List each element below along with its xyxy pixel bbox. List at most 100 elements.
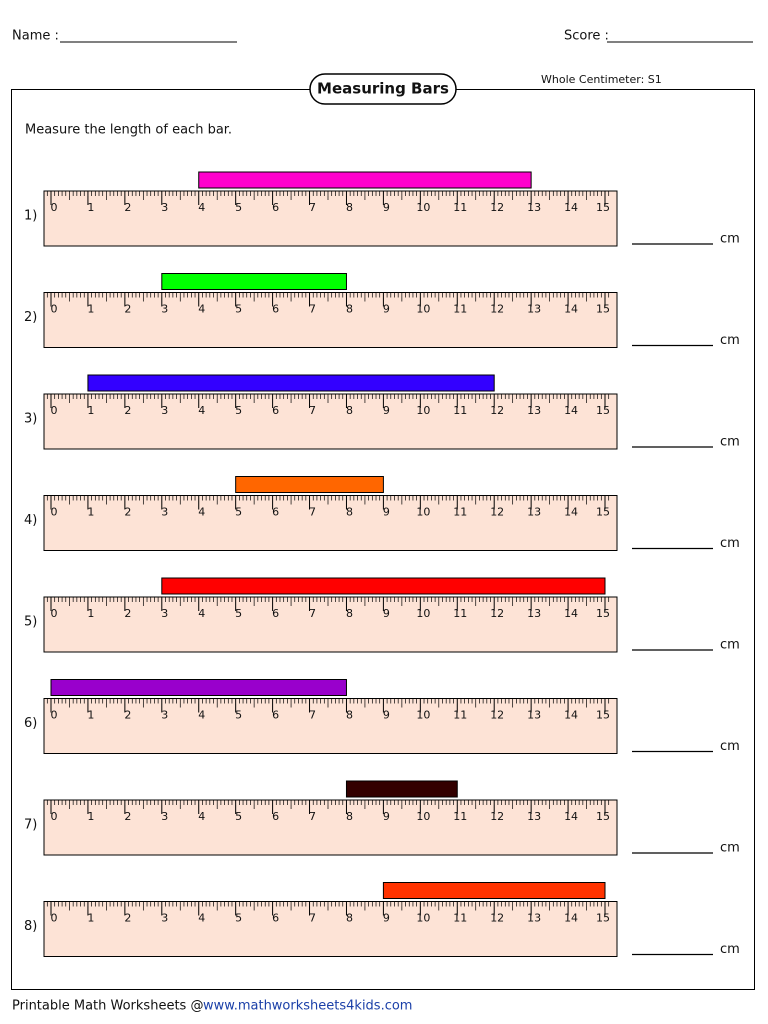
ruler-label: 4 xyxy=(198,303,205,316)
unit-label: cm xyxy=(720,435,740,450)
ruler-label: 9 xyxy=(383,404,390,417)
ruler-label: 15 xyxy=(596,506,610,519)
footer-text: Printable Math Worksheets @ xyxy=(12,999,203,1014)
ruler-label: 2 xyxy=(124,709,131,722)
footer-link[interactable]: www.mathworksheets4kids.com xyxy=(203,999,412,1014)
bar xyxy=(198,171,532,189)
ruler-label: 0 xyxy=(51,506,58,519)
ruler xyxy=(43,698,618,754)
ruler-label: 12 xyxy=(490,607,504,620)
ruler-label: 8 xyxy=(346,912,353,925)
ruler-label: 11 xyxy=(453,506,467,519)
ruler-label: 1 xyxy=(87,506,94,519)
ruler xyxy=(43,901,618,957)
ruler xyxy=(43,596,618,653)
ruler-label: 12 xyxy=(490,404,504,417)
ruler-label: 9 xyxy=(383,201,390,214)
ruler-label: 13 xyxy=(527,506,541,519)
problem-number: 8) xyxy=(24,919,37,934)
ruler-label: 9 xyxy=(383,810,390,823)
ruler-label: 5 xyxy=(235,404,242,417)
ruler-label: 4 xyxy=(198,810,205,823)
ruler-label: 12 xyxy=(490,303,504,316)
ruler-label: 10 xyxy=(416,709,430,722)
ruler-label: 2 xyxy=(124,506,131,519)
ruler-label: 8 xyxy=(346,810,353,823)
ruler xyxy=(43,190,618,247)
ruler-label: 10 xyxy=(416,607,430,620)
ruler-label: 9 xyxy=(383,912,390,925)
ruler-label: 3 xyxy=(161,506,168,519)
ruler-label: 6 xyxy=(272,201,279,214)
ruler-label: 12 xyxy=(490,810,504,823)
ruler-label: 9 xyxy=(383,709,390,722)
ruler-label: 13 xyxy=(527,404,541,417)
ruler-label: 9 xyxy=(383,506,390,519)
bar xyxy=(382,882,606,899)
unit-label: cm xyxy=(720,942,740,957)
ruler-label: 1 xyxy=(87,404,94,417)
ruler-label: 6 xyxy=(272,810,279,823)
bar xyxy=(87,374,495,392)
ruler-label: 13 xyxy=(527,810,541,823)
ruler-label: 8 xyxy=(346,506,353,519)
ruler-label: 3 xyxy=(161,404,168,417)
ruler-label: 8 xyxy=(346,303,353,316)
ruler-label: 14 xyxy=(564,201,578,214)
bar xyxy=(161,273,347,290)
ruler-label: 0 xyxy=(51,810,58,823)
ruler xyxy=(43,495,618,551)
ruler-label: 13 xyxy=(527,303,541,316)
ruler-label: 13 xyxy=(527,607,541,620)
ruler-label: 8 xyxy=(346,709,353,722)
problem-number: 2) xyxy=(24,310,37,325)
ruler-label: 13 xyxy=(527,912,541,925)
ruler-label: 7 xyxy=(309,709,316,722)
ruler-label: 4 xyxy=(198,201,205,214)
ruler-label: 14 xyxy=(564,607,578,620)
ruler-label: 3 xyxy=(161,201,168,214)
ruler-label: 15 xyxy=(596,201,610,214)
ruler-label: 3 xyxy=(161,810,168,823)
ruler-label: 8 xyxy=(346,201,353,214)
ruler-label: 4 xyxy=(198,912,205,925)
ruler-label: 7 xyxy=(309,506,316,519)
ruler-label: 11 xyxy=(453,303,467,316)
ruler-label: 2 xyxy=(124,810,131,823)
ruler-label: 6 xyxy=(272,607,279,620)
ruler-label: 11 xyxy=(453,810,467,823)
ruler xyxy=(43,292,618,348)
ruler-label: 0 xyxy=(51,404,58,417)
ruler-label: 1 xyxy=(87,607,94,620)
ruler-label: 3 xyxy=(161,912,168,925)
ruler-label: 13 xyxy=(527,709,541,722)
ruler-label: 1 xyxy=(87,810,94,823)
ruler-label: 10 xyxy=(416,810,430,823)
ruler-label: 11 xyxy=(453,404,467,417)
title-pill xyxy=(309,73,457,105)
problem-number: 3) xyxy=(24,412,37,427)
ruler-label: 11 xyxy=(453,607,467,620)
ruler-label: 0 xyxy=(51,709,58,722)
name-label: Name : xyxy=(12,29,59,44)
ruler-label: 10 xyxy=(416,201,430,214)
ruler-label: 5 xyxy=(235,709,242,722)
bar xyxy=(235,476,384,493)
unit-label: cm xyxy=(720,739,740,754)
ruler-label: 5 xyxy=(235,607,242,620)
level: Whole Centimeter: S1 xyxy=(541,73,662,86)
unit-label: cm xyxy=(720,536,740,551)
ruler-label: 15 xyxy=(596,303,610,316)
ruler-label: 10 xyxy=(416,303,430,316)
ruler-label: 3 xyxy=(161,607,168,620)
instruction: Measure the length of each bar. xyxy=(25,123,232,138)
ruler-label: 5 xyxy=(235,912,242,925)
ruler-label: 5 xyxy=(235,810,242,823)
ruler-label: 6 xyxy=(272,709,279,722)
ruler-label: 12 xyxy=(490,912,504,925)
ruler-label: 0 xyxy=(51,912,58,925)
ruler-label: 14 xyxy=(564,303,578,316)
ruler-label: 14 xyxy=(564,912,578,925)
